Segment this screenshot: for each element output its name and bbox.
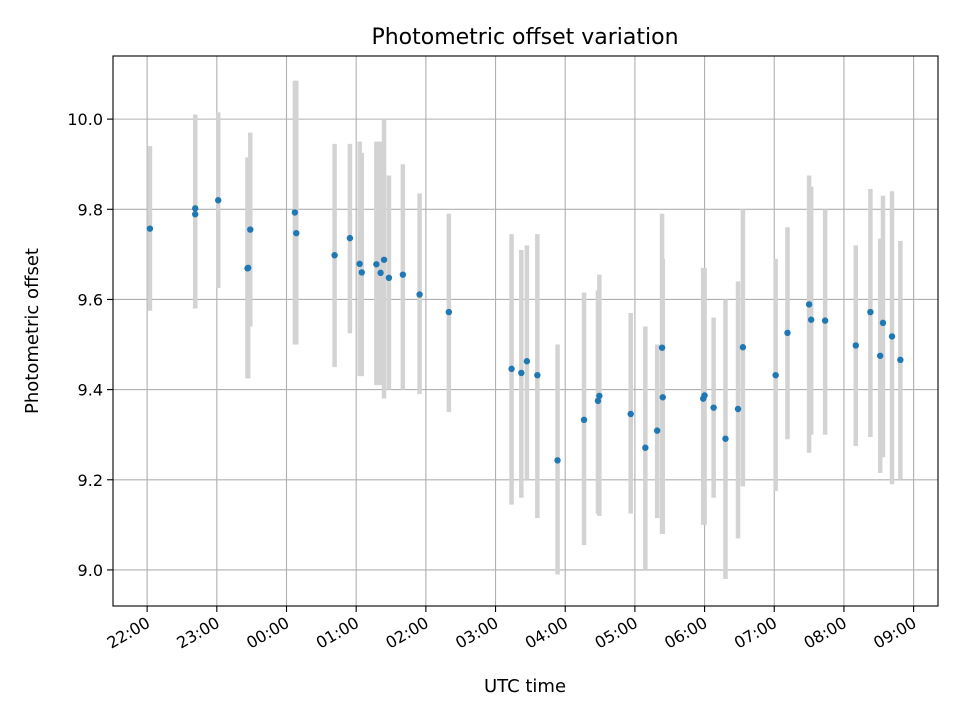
data-point [377,269,384,277]
data-point [701,392,708,399]
data-point [358,269,365,276]
data-point [805,301,813,308]
x-axis-label: UTC time [484,676,566,697]
data-point [772,371,779,379]
data-point [385,274,393,282]
data-point [445,308,453,316]
data-point [653,427,661,434]
data-point [734,405,742,413]
x-tick-label: 22:00 [104,613,153,653]
data-point [215,197,222,204]
x-tick-label: 05:00 [591,613,640,653]
x-tick-label: 03:00 [452,613,501,653]
x-tick-label: 06:00 [661,613,710,653]
data-point [192,205,199,212]
data-point [293,229,300,237]
x-tick-label: 00:00 [243,613,292,653]
data-point [508,365,515,373]
plot-frame [112,55,939,607]
data-point [416,291,423,298]
data-point [710,404,717,411]
data-point [146,225,154,232]
data-point [192,211,199,218]
data-point [554,457,561,464]
data-point [897,356,904,364]
data-points [146,197,904,464]
chart-title: Photometric offset variation [371,25,678,50]
data-point [722,435,729,442]
data-point [807,316,815,323]
data-point [867,308,874,316]
data-point [331,252,338,259]
y-tick-label: 10.0 [67,110,103,129]
data-point [534,371,541,379]
data-point [373,261,380,268]
x-tick-label: 01:00 [313,613,362,653]
data-point [642,444,649,451]
data-point [658,344,666,351]
data-point [399,271,407,278]
y-tick-label: 9.6 [78,290,103,309]
data-point [356,260,363,268]
data-point [580,416,588,424]
data-point [784,329,791,337]
data-point [739,344,747,351]
data-point [821,317,829,324]
x-tick-label: 08:00 [801,613,850,653]
data-point [244,264,252,272]
data-point [879,319,887,327]
x-tick-label: 04:00 [522,613,571,653]
data-point [518,369,525,377]
data-point [594,397,602,405]
data-point [888,333,896,340]
x-tick-label: 07:00 [731,613,780,653]
data-point [596,392,603,400]
x-tick-label: 02:00 [382,613,431,653]
data-point [659,394,666,401]
y-tick-label: 9.2 [78,471,103,490]
x-tick-label: 23:00 [173,613,222,653]
data-point [291,209,299,216]
data-point [876,352,884,359]
data-point [247,226,254,233]
y-tick-label: 9.8 [78,200,103,219]
data-point [380,256,388,263]
x-tick-label: 09:00 [870,613,919,653]
data-point [523,358,531,365]
y-tick-label: 9.4 [78,381,103,400]
data-point [627,410,634,418]
y-tick-label: 9.0 [78,561,103,580]
y-axis-label: Photometric offset [22,248,43,414]
data-point [346,234,354,242]
data-point [852,342,859,349]
